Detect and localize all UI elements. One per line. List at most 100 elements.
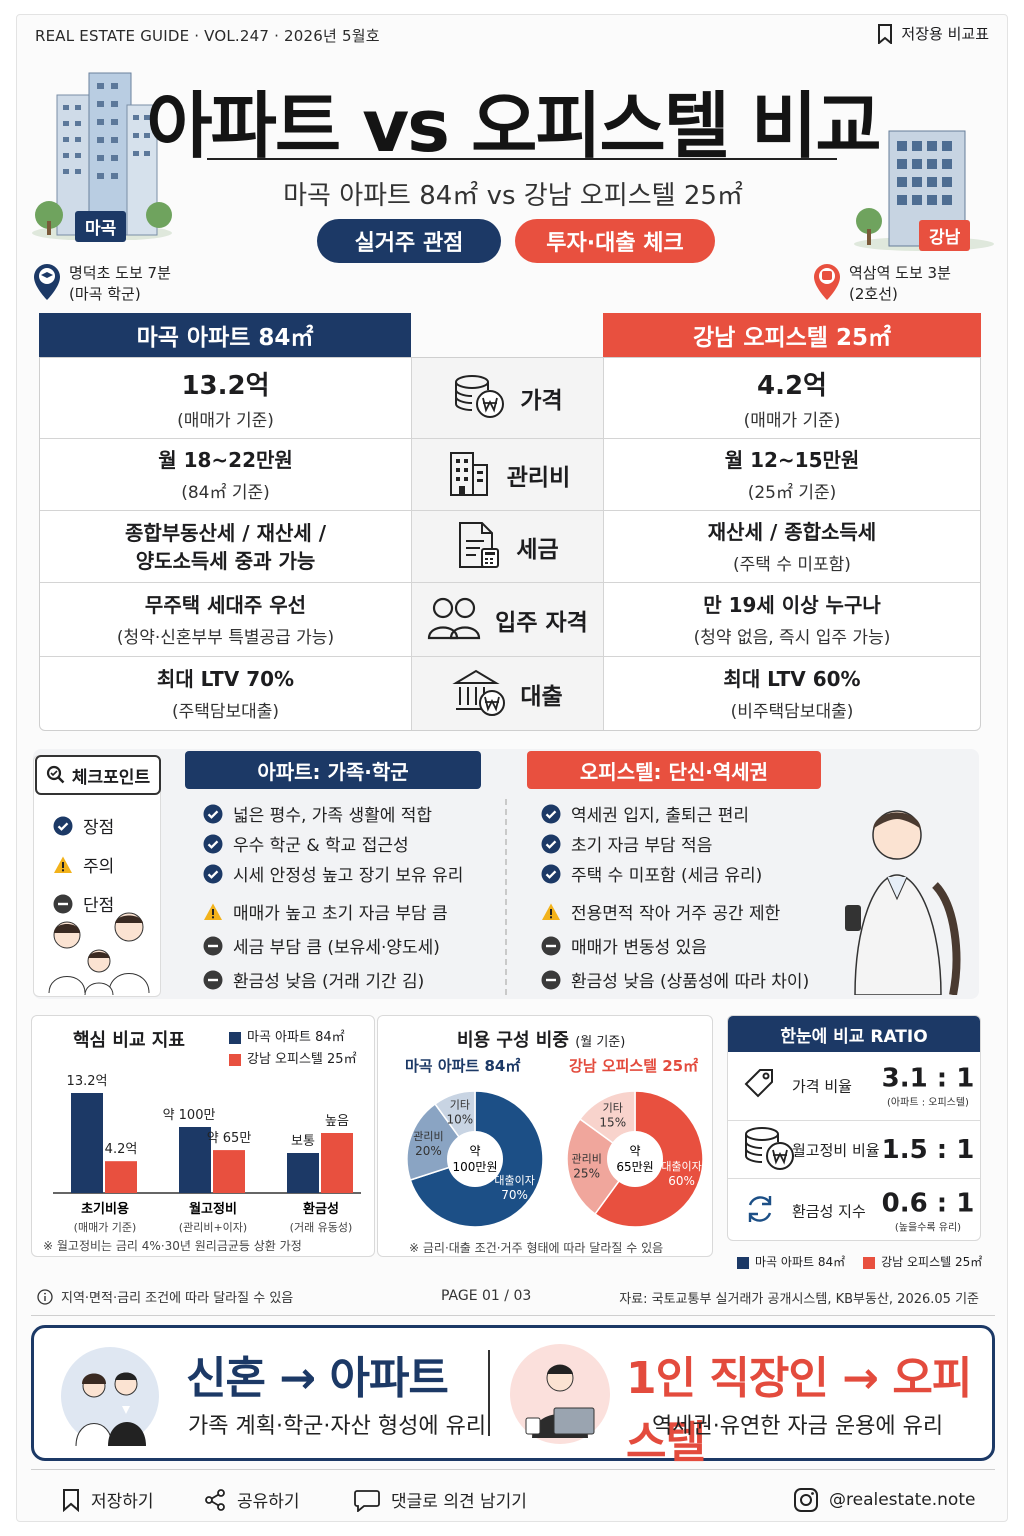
- bar-officetel: [321, 1133, 353, 1193]
- row-label-cell: 가격: [412, 358, 604, 438]
- apartment-value: 13.2억: [181, 371, 270, 401]
- table-header-officetel: 강남 오피스텔 25㎡: [603, 313, 981, 357]
- tax-document-icon: [456, 521, 502, 573]
- apartment-value: 월 18~22만원: [158, 448, 293, 472]
- check-icon: [203, 804, 223, 824]
- location-tag-gangnam: 강남: [919, 220, 971, 251]
- summary-newlywed-detail: 가족 계획·학군·자산 형성에 유리: [188, 1414, 487, 1439]
- minus-icon: [53, 894, 73, 914]
- legend-warn-label: 주의: [83, 857, 115, 877]
- title-divider: [207, 158, 837, 160]
- building-icon: [445, 449, 493, 501]
- check-icon: [541, 834, 561, 854]
- pie-slice-value: 60%: [668, 1174, 695, 1188]
- comment-label: 댓글로 의견 남기기: [391, 1492, 527, 1512]
- bar-category-label: 환금성: [303, 1201, 339, 1217]
- apartment-cell: 13.2억 (매매가 기준): [40, 358, 412, 438]
- bar-category-label: 초기비용: [81, 1201, 129, 1217]
- pie-center-hole: [447, 1131, 503, 1187]
- row-label: 가격: [520, 388, 563, 414]
- apartment-detail: (주택담보대출): [171, 702, 280, 722]
- checkpoint-item-text: 매매가 높고 초기 자금 부담 큼: [233, 904, 448, 924]
- bookmark-icon: [878, 23, 893, 44]
- checkpoint-item: 초기 자금 부담 적음: [541, 831, 712, 856]
- officetel-detail: (비주택담보대출): [730, 702, 854, 722]
- row-label: 대출: [520, 683, 563, 710]
- ratio-legend-apartment: 마곡 아파트 84㎡: [737, 1253, 845, 1270]
- page-title: 아파트 vs 오피스텔 비교: [146, 84, 881, 168]
- warning-icon: [541, 902, 561, 922]
- apartment-cell: 무주택 세대주 우선 (청약·신혼부부 특별공급 가능): [40, 583, 412, 656]
- officetel-value: 월 12~15만원: [724, 448, 860, 472]
- bank-icon: [452, 667, 506, 721]
- ratio-label: 가격 비율: [792, 1077, 852, 1096]
- checkpoint-item: 넓은 평수, 가족 생활에 적합: [203, 801, 432, 826]
- instagram-handle-link[interactable]: @realestate.note: [793, 1487, 975, 1513]
- location-tag-magok: 마곡: [75, 211, 127, 242]
- minus-icon: [203, 936, 223, 956]
- row-label-cell: 입주 자격: [412, 583, 604, 656]
- pie-chart-note: ※ 금리·대출 조건·거주 형태에 따라 달라질 수 있음: [409, 1241, 664, 1255]
- ratio-panel: 한눈에 비교 RATIO 가격 비율 3.1 : 1 (아파트 : 오피스텔) 월고정…: [727, 1015, 981, 1241]
- checkpoint-item-text: 주택 수 미포함 (세금 유리): [571, 866, 763, 886]
- summary-single-worker-detail: 역세권·유연한 자금 운용에 유리: [652, 1414, 944, 1439]
- school-location: 명덕초 도보 7분 (마곡 학군): [33, 263, 171, 305]
- checkpoint-item-text: 시세 안정성 높고 장기 보유 유리: [233, 866, 464, 886]
- bar-apartment: [179, 1127, 211, 1193]
- data-source: 자료: 국토교통부 실거래가 공개시스템, KB부동산, 2026.05 기준: [619, 1292, 979, 1307]
- info-icon: [37, 1288, 53, 1305]
- officetel-cell: 만 19세 이상 누구나 (청약 없음, 즉시 입주 가능): [604, 583, 980, 656]
- pie-slice-value: 70%: [501, 1188, 528, 1202]
- station-location: 역삼역 도보 3분 (2호선): [813, 263, 951, 305]
- bookmark-icon: [63, 1488, 79, 1512]
- bar-officetel: [105, 1161, 137, 1193]
- station-line: (2호선): [849, 285, 898, 303]
- apartment-value: 최대 LTV 70%: [156, 667, 295, 691]
- school-pin-icon: [34, 264, 60, 300]
- checkpoint-item-text: 매매가 변동성 있음: [571, 938, 707, 958]
- officetel-value: 재산세 / 종합소득세: [707, 520, 877, 544]
- bar-data-label: 높음: [325, 1114, 349, 1129]
- bar-apartment: [71, 1093, 103, 1193]
- apartment-detail: 양도소득세 중과 가능: [135, 548, 316, 573]
- pie-slice-value: 15%: [599, 1115, 626, 1129]
- checkpoint-item: 전용면적 작아 거주 공간 제한: [541, 899, 780, 924]
- check-icon: [203, 864, 223, 884]
- officetel-detail: (25㎡ 기준): [747, 483, 837, 503]
- checkpoint-item: 우수 학군 & 학교 접근성: [203, 831, 409, 856]
- legend-pro-label: 장점: [83, 818, 115, 838]
- price-tag-icon: [742, 1066, 778, 1106]
- summary-box: 신혼 → 아파트 가족 계획·학군·자산 형성에 유리 1인 직장인 → 오피스…: [31, 1325, 995, 1468]
- save-compare-button[interactable]: 저장용 비교표: [877, 23, 989, 44]
- officetel-cell: 월 12~15만원 (25㎡ 기준): [604, 439, 980, 510]
- checkpoint-item-text: 초기 자금 부담 적음: [571, 836, 713, 856]
- warning-icon: [53, 855, 73, 875]
- bar-chart-title: 핵심 비교 지표: [73, 1030, 185, 1051]
- minus-icon: [203, 970, 223, 990]
- ratio-label: 환금성 지수: [792, 1202, 866, 1220]
- pie-center-label: 약: [629, 1143, 640, 1158]
- checkpoint-item: 환금성 낮음 (상품성에 따라 차이): [541, 967, 809, 992]
- checkpoint-item-text: 세금 부담 큼 (보유세·양도세): [233, 938, 440, 958]
- ratio-value: 0.6 : 1: [881, 1188, 975, 1218]
- pie-center-label: 약: [469, 1143, 480, 1158]
- table-row: 종합부동산세 / 재산세 / 양도소득세 중과 가능 세금 재산세 / 종합소득세 (주…: [40, 510, 980, 582]
- share-button[interactable]: 공유하기: [203, 1487, 300, 1512]
- apartment-detail: (매매가 기준): [177, 411, 274, 431]
- apartment-cell: 종합부동산세 / 재산세 / 양도소득세 중과 가능: [40, 511, 412, 582]
- checkpoint-item-text: 넓은 평수, 가족 생활에 적합: [233, 806, 433, 826]
- pie-center-label: 65만원: [616, 1160, 653, 1174]
- footer-rule: [31, 1315, 995, 1316]
- coins-won-icon: [742, 1124, 796, 1176]
- apartment-detail: (청약·신혼부부 특별공급 가능): [116, 628, 335, 648]
- check-icon: [541, 864, 561, 884]
- speech-bubble-icon: [354, 1489, 380, 1512]
- comment-button[interactable]: 댓글로 의견 남기기: [353, 1487, 527, 1512]
- summary-single-worker-headline: 1인 직장인 → 오피스텔: [626, 1353, 972, 1468]
- station-distance: 역삼역 도보 3분: [849, 264, 951, 282]
- save-button[interactable]: 저장하기: [61, 1487, 154, 1512]
- table-header-apartment: 마곡 아파트 84㎡: [39, 313, 411, 357]
- pie-slice-label: 관리비: [571, 1153, 601, 1166]
- ratio-value: 1.5 : 1: [881, 1134, 975, 1165]
